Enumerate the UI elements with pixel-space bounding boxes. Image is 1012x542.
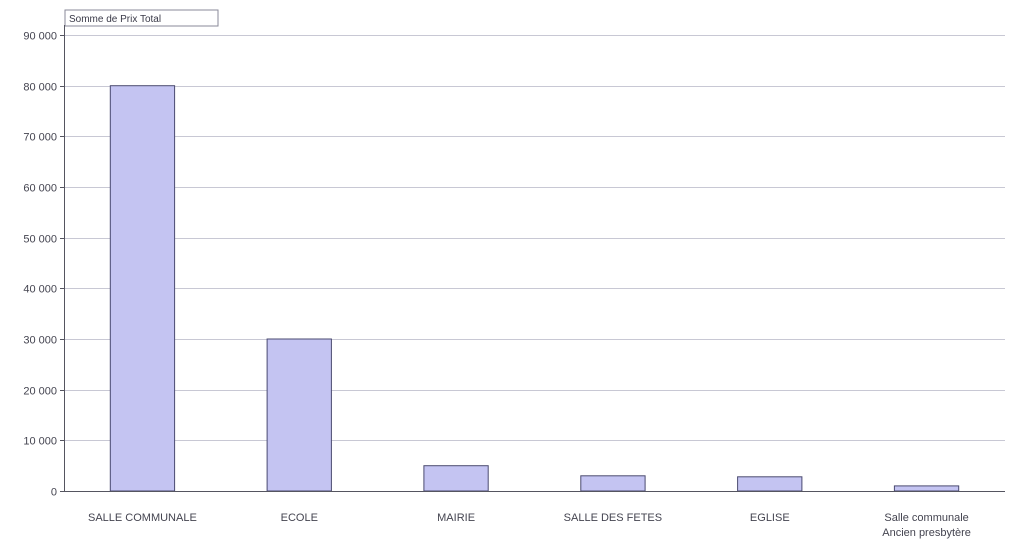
bar <box>737 476 803 492</box>
field-button-label: Somme de Prix Total <box>69 14 161 25</box>
bar <box>109 85 176 492</box>
bar <box>893 485 960 492</box>
x-category-label-line: Ancien presbytère <box>882 527 971 539</box>
bar <box>580 475 646 492</box>
bar <box>423 465 489 492</box>
field-button-box <box>64 9 219 27</box>
y-tick-label: 40 000 <box>23 284 57 296</box>
y-tick-label: 0 <box>51 487 57 499</box>
y-tick-label: 70 000 <box>23 132 57 144</box>
y-tick-label: 60 000 <box>23 183 57 195</box>
bars <box>109 85 960 492</box>
y-tick-label: 50 000 <box>23 234 57 246</box>
x-category-label: ECOLE <box>281 512 318 524</box>
x-category-label-line: MAIRIE <box>437 512 475 524</box>
y-tick-label: 80 000 <box>23 82 57 94</box>
y-tick-label: 10 000 <box>23 436 57 448</box>
x-category-label: SALLE COMMUNALE <box>88 512 197 524</box>
axes <box>60 25 1005 492</box>
y-axis-tick-labels: 0 10 000 20 000 30 000 40 000 50 000 60 000 70 … <box>23 31 57 499</box>
x-category-label: Salle communale Ancien presbytère <box>882 512 971 539</box>
x-axis-category-labels: SALLE COMMUNALE ECOLE MAIRIE SALLE DES FETE… <box>88 512 971 539</box>
x-category-label-line: ECOLE <box>281 512 318 524</box>
x-category-label-line: SALLE COMMUNALE <box>88 512 197 524</box>
x-category-label-line: Salle communale <box>884 512 968 524</box>
field-button[interactable]: Somme de Prix Total <box>64 9 219 27</box>
y-tick-label: 30 000 <box>23 335 57 347</box>
x-category-label: MAIRIE <box>437 512 475 524</box>
x-category-label-line: SALLE DES FETES <box>564 512 662 524</box>
y-tick-label: 20 000 <box>23 386 57 398</box>
gridlines <box>64 35 1005 441</box>
x-category-label: SALLE DES FETES <box>564 512 662 524</box>
bar <box>266 338 332 492</box>
x-category-label: EGLISE <box>750 512 790 524</box>
x-category-label-line: EGLISE <box>750 512 790 524</box>
y-tick-label: 90 000 <box>23 31 57 43</box>
